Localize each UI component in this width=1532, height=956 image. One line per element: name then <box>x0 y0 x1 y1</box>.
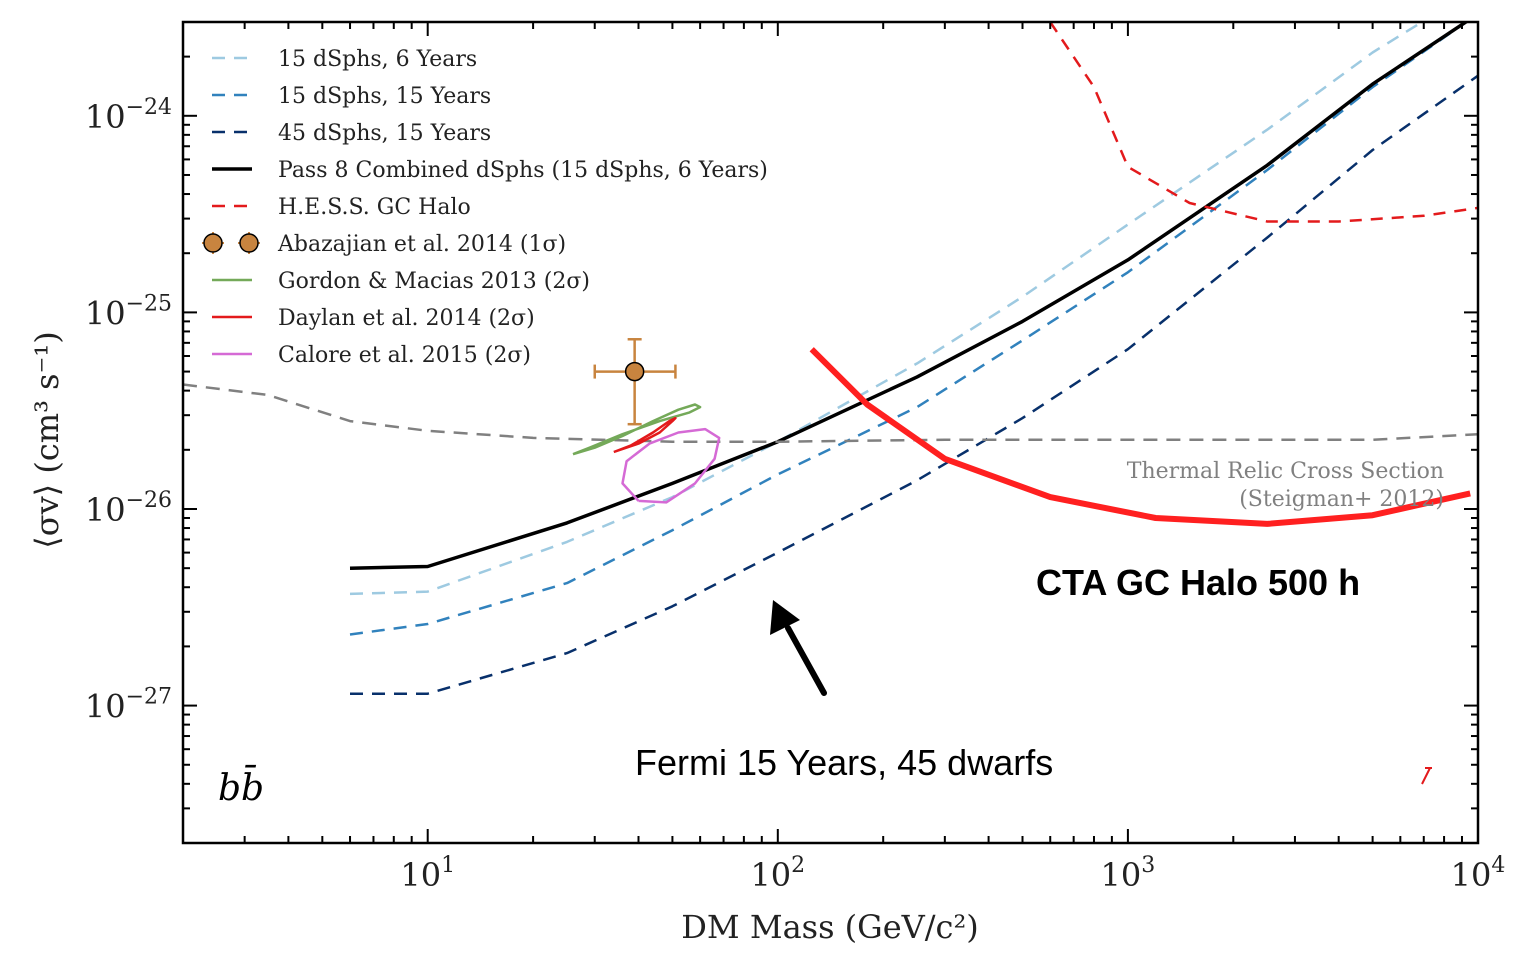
x-tick-label: 101 <box>400 853 455 894</box>
x-axis-label: DM Mass (GeV/c²) <box>681 908 979 946</box>
legend-entry-abazajian-et-al-2014-1: Abazajian et al. 2014 (1σ) <box>202 232 566 257</box>
series-line-h-e-s-s-gc-halo <box>1049 22 1478 223</box>
channel-label: bb̄ <box>218 765 264 809</box>
fermi-label: Fermi 15 Years, 45 dwarfs <box>635 742 1053 783</box>
legend-label: 15 dSphs, 15 Years <box>278 84 491 109</box>
plot-frame <box>181 20 1480 845</box>
series-line-15-dsphs-15-years <box>349 22 1469 636</box>
legend-label: Daylan et al. 2014 (2σ) <box>278 306 535 331</box>
y-tick-label: 10−27 <box>85 685 172 726</box>
y-tick-label: 10−25 <box>85 291 172 332</box>
point-abazajian-et-al-2014-1 <box>593 338 677 426</box>
legend-entry-daylan-et-al-2014-2: Daylan et al. 2014 (2σ) <box>212 306 535 331</box>
y-tick-label: 10−26 <box>85 488 172 529</box>
legend-label: 45 dSphs, 15 Years <box>278 121 491 146</box>
series-line-cta-gc-halo-500-h <box>809 347 1471 527</box>
axis-ticks <box>182 21 1479 844</box>
fermi-arrow <box>770 600 827 696</box>
x-tick-label: 104 <box>1451 853 1506 894</box>
contour-group <box>572 403 721 504</box>
legend-label: Abazajian et al. 2014 (1σ) <box>277 232 566 257</box>
legend-entry-calore-et-al-2015-2: Calore et al. 2015 (2σ) <box>212 343 531 368</box>
x-tick-label: 102 <box>750 853 805 894</box>
legend-entry-15-dsphs-15-years: 15 dSphs, 15 Years <box>212 84 491 109</box>
point-group <box>593 338 677 426</box>
thermal-relic-ref: (Steigman+ 2012) <box>1239 487 1444 512</box>
series-line-pass-8-combined-dsphs-15-dsphs-6-years <box>349 22 1469 570</box>
legend-label: 15 dSphs, 6 Years <box>278 47 477 72</box>
cta-label: CTA GC Halo 500 h <box>1036 562 1360 603</box>
legend-entry-pass-8-combined-dsphs-15-dsphs-6-years: Pass 8 Combined dSphs (15 dSphs, 6 Years… <box>212 158 768 183</box>
legend: 15 dSphs, 6 Years 15 dSphs, 15 Years 45 dS… <box>202 47 768 368</box>
legend-entry-h-e-s-s-gc-halo: H.E.S.S. GC Halo <box>212 195 471 220</box>
series-line-thermal-relic-cross-section <box>183 383 1478 443</box>
legend-label: Calore et al. 2015 (2σ) <box>278 343 531 368</box>
contour-calore-et-al-2015-2 <box>621 427 721 504</box>
legend-label: Pass 8 Combined dSphs (15 dSphs, 6 Years… <box>278 158 768 183</box>
y-tick-label: 10−24 <box>85 95 172 136</box>
series-line-15-dsphs-6-years <box>349 22 1425 596</box>
legend-entry-gordon-macias-2013-2: Gordon & Macias 2013 (2σ) <box>212 269 590 294</box>
legend-label: H.E.S.S. GC Halo <box>278 195 471 220</box>
y-axis-label: ⟨σv⟩ (cm³ s⁻¹) <box>28 331 66 548</box>
red-tick-mark <box>1421 767 1432 785</box>
legend-entry-15-dsphs-6-years: 15 dSphs, 6 Years <box>212 47 477 72</box>
series-line-45-dsphs-15-years <box>350 74 1478 695</box>
contour-daylan-et-al-2014-2 <box>613 416 677 454</box>
legend-entry-45-dsphs-15-years: 45 dSphs, 15 Years <box>212 121 491 146</box>
legend-label: Gordon & Macias 2013 (2σ) <box>278 269 590 294</box>
contour-gordon-macias-2013-2 <box>572 403 702 456</box>
x-tick-label: 103 <box>1101 853 1156 894</box>
thermal-relic-label: Thermal Relic Cross Section <box>1127 459 1444 484</box>
series-group <box>183 22 1478 695</box>
axis-tick-labels: 101 102 103 104 10−24 10−25 10−26 10−27 <box>85 95 1506 894</box>
plot-area <box>183 22 1478 695</box>
